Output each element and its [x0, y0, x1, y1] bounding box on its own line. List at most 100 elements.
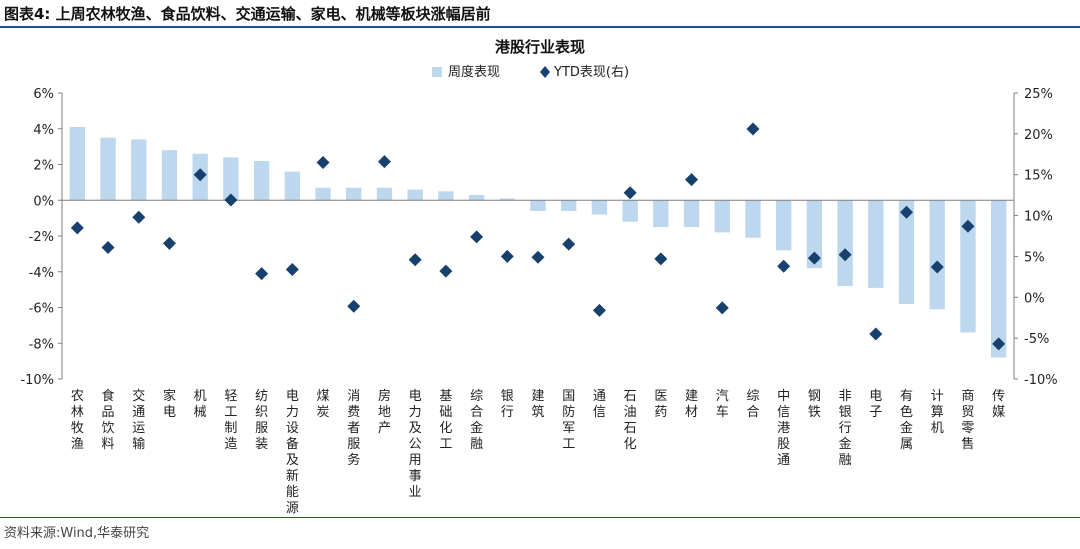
- legend-marker-label: YTD表现(右): [553, 65, 629, 80]
- bar-weekly: [622, 200, 638, 222]
- bar-weekly: [530, 200, 546, 211]
- bar-weekly: [776, 200, 792, 251]
- y-left-tick-label: 0%: [33, 194, 54, 209]
- ytd-marker: [316, 155, 330, 169]
- x-tick-label: 有色金属: [900, 389, 913, 452]
- bar-weekly: [806, 200, 823, 269]
- ytd-marker: [654, 252, 668, 266]
- ytd-marker: [592, 303, 606, 317]
- x-tick-label: 综合金融: [470, 389, 483, 452]
- bar-weekly: [69, 126, 86, 201]
- x-tick-label: 银行: [501, 389, 514, 420]
- ytd-marker: [470, 230, 484, 244]
- x-tick-label: 电力设备及新能源: [286, 389, 299, 516]
- bar-weekly: [438, 191, 454, 201]
- x-tick-label: 计算机: [931, 389, 944, 436]
- x-tick-label: 煤炭: [317, 389, 330, 420]
- x-tick-label: 医药: [654, 389, 667, 420]
- ytd-marker: [900, 205, 914, 219]
- bar-weekly: [131, 139, 147, 201]
- x-tick-label: 建筑: [531, 389, 544, 420]
- x-tick-label: 家电: [163, 388, 176, 420]
- x-tick-label: 传媒: [992, 389, 1005, 420]
- ytd-marker: [992, 337, 1006, 351]
- bar-weekly: [929, 200, 945, 310]
- chart: 港股行业表现 周度表现 YTD表现(右) 6% 4% 2% 0% -2% -4% -6% -8…: [20, 38, 1057, 516]
- y-right-tick-label: 15%: [1024, 169, 1053, 184]
- bar-weekly: [499, 198, 515, 201]
- ytd-marker: [101, 240, 115, 254]
- bar-weekly: [161, 150, 178, 201]
- x-tick-label: 综合: [746, 389, 759, 420]
- legend-marker-swatch: [540, 66, 550, 78]
- y-left-tick-label: -2%: [29, 230, 54, 245]
- ytd-marker: [685, 173, 699, 187]
- bar-weekly: [376, 187, 393, 201]
- y-left-tick-label: 6%: [33, 87, 54, 102]
- x-tick-label: 房地产: [378, 388, 391, 436]
- x-tick-label: 纺织服装: [255, 389, 268, 452]
- ytd-marker: [347, 299, 361, 313]
- y-left-tick-label: 2%: [33, 159, 54, 174]
- y-right-tick-label: -10%: [1024, 373, 1058, 388]
- ytd-marker: [408, 253, 422, 267]
- bar-weekly: [990, 200, 1007, 358]
- x-tick-label: 轻工制造: [224, 389, 237, 452]
- bar-weekly: [653, 200, 669, 228]
- y-left-tick-label: -8%: [29, 337, 54, 352]
- ytd-marker: [807, 251, 821, 265]
- ytd-marker: [777, 259, 791, 273]
- y-left-tick-label: -4%: [29, 266, 54, 281]
- bar-weekly: [745, 200, 761, 238]
- x-tick-label: 钢铁: [808, 389, 821, 420]
- bar-weekly: [223, 157, 239, 201]
- x-tick-label: 中信港股通: [777, 389, 790, 468]
- ytd-marker: [162, 236, 176, 250]
- y-left-tick-label: 4%: [33, 123, 54, 138]
- ytd-marker: [500, 249, 514, 263]
- bar-weekly: [284, 171, 300, 201]
- x-tick-label: 通信: [593, 389, 606, 420]
- x-tick-label: 石油石化: [624, 389, 637, 452]
- ytd-marker: [132, 210, 146, 224]
- y-left-tick-label: -10%: [20, 373, 54, 388]
- ytd-marker: [930, 260, 944, 274]
- legend: 周度表现 YTD表现(右): [432, 64, 629, 80]
- x-tick-label: 电子: [869, 389, 882, 420]
- x-tick-label: 汽车: [716, 389, 729, 420]
- bar-weekly: [868, 200, 884, 288]
- bar-weekly: [898, 200, 915, 304]
- bar-weekly: [714, 200, 730, 233]
- y-right-tick-label: -5%: [1024, 332, 1049, 347]
- bar-weekly: [561, 200, 577, 211]
- figure-title: 图表4: 上周农林牧渔、食品饮料、交通运输、家电、机械等板块涨幅居前: [4, 5, 491, 23]
- bar-weekly: [100, 137, 116, 201]
- ytd-marker: [377, 155, 391, 169]
- ytd-marker: [193, 168, 207, 182]
- bar-weekly: [468, 194, 485, 201]
- bar-weekly: [407, 189, 423, 201]
- ytd-marker: [562, 237, 576, 251]
- ytd-marker: [623, 186, 637, 200]
- ytd-marker: [715, 301, 729, 315]
- ytd-marker: [224, 193, 238, 207]
- x-tick-label: 基础化工: [439, 389, 452, 452]
- bar-weekly: [960, 200, 976, 333]
- ytd-marker: [838, 248, 852, 262]
- bar-weekly: [346, 187, 362, 201]
- header-rule: [0, 26, 1080, 28]
- ytd-marker: [70, 221, 84, 235]
- x-tick-label: 非银行金融: [839, 389, 852, 468]
- x-tick-label: 交通运输: [132, 388, 145, 452]
- x-tick-label: 机械: [194, 389, 207, 420]
- bar-weekly: [837, 200, 853, 287]
- y-right-tick-label: 0%: [1024, 291, 1045, 306]
- bar-weekly: [591, 200, 608, 215]
- plot-area: 6% 4% 2% 0% -2% -4% -6% -8% -10% 25% 20% 15% 10% 5% 0%…: [20, 87, 1057, 516]
- bar-weekly: [315, 187, 331, 201]
- x-tick-label: 消费者服务: [347, 389, 360, 468]
- x-tick-label: 电力及公用事业: [409, 389, 422, 500]
- legend-bar-swatch: [432, 67, 442, 77]
- bar-weekly: [683, 200, 700, 228]
- figure-header: 图表4: 上周农林牧渔、食品饮料、交通运输、家电、机械等板块涨幅居前: [0, 0, 1080, 26]
